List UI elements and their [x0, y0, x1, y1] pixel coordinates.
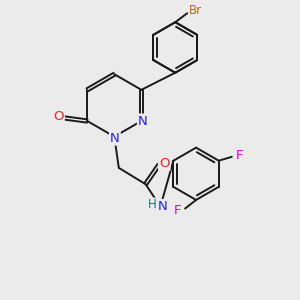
Text: F: F: [236, 149, 243, 162]
Text: F: F: [174, 204, 181, 218]
Text: N: N: [138, 115, 148, 128]
Text: N: N: [158, 200, 168, 213]
Text: O: O: [159, 157, 169, 170]
Text: H: H: [148, 199, 157, 212]
Text: O: O: [53, 110, 64, 123]
Text: N: N: [110, 132, 120, 145]
Text: Br: Br: [189, 4, 202, 17]
